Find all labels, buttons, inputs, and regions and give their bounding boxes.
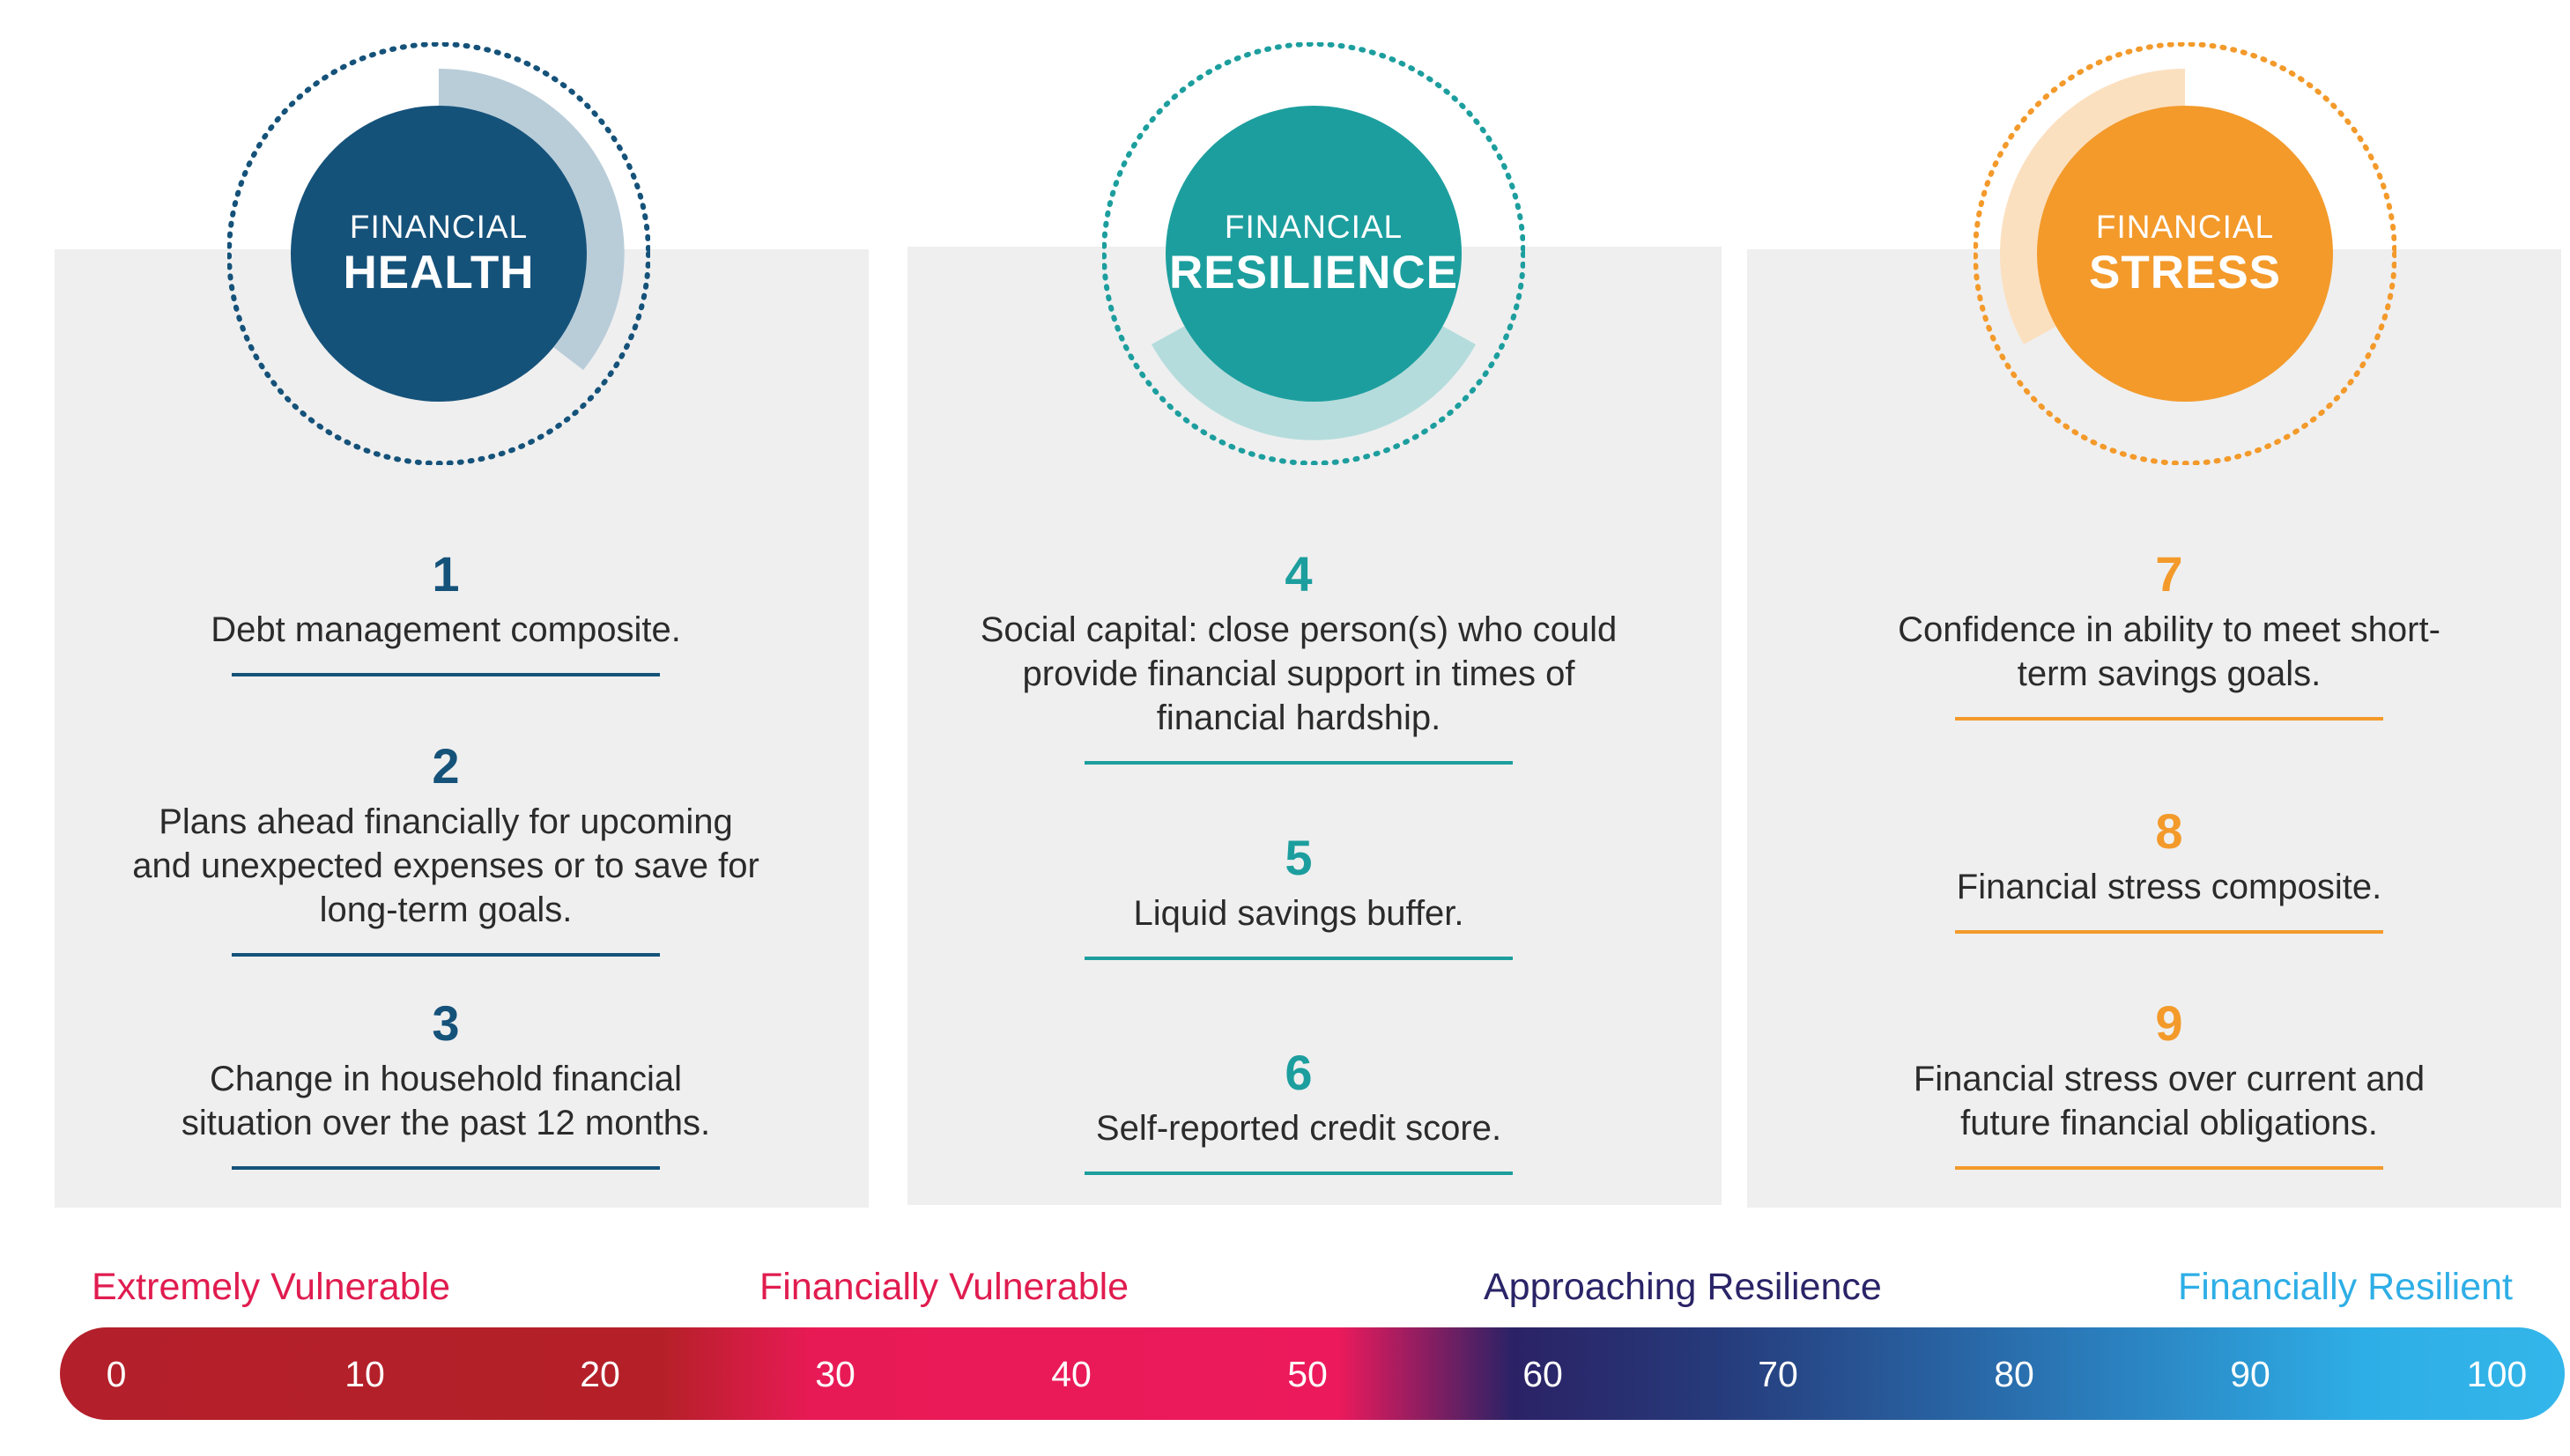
indicator-item: 7 Confidence in ability to meet short-te… <box>1762 546 2570 721</box>
indicator-divider <box>1085 957 1513 960</box>
indicator-item: 8 Financial stress composite. <box>1762 803 2570 934</box>
badge-title-bottom: STRESS <box>2088 247 2282 299</box>
indicator-text: Debt management composite. <box>211 610 681 649</box>
indicator-divider <box>1085 761 1513 765</box>
indicator-text: Financial stress over current and future… <box>1913 1060 2426 1142</box>
indicator-number: 9 <box>2155 995 2183 1051</box>
scale-tick: 30 <box>815 1354 855 1394</box>
badge-title-top: FINANCIAL <box>2095 209 2275 245</box>
badge-title-bottom: HEALTH <box>343 247 535 299</box>
indicator-text: Liquid savings buffer. <box>1133 894 1464 933</box>
badge-title-top: FINANCIAL <box>349 209 529 245</box>
indicator-divider <box>1955 717 2383 721</box>
indicator-number: 8 <box>2155 803 2183 859</box>
indicator-item: 5 Liquid savings buffer. <box>892 830 1706 960</box>
indicator-text: Plans ahead financially for upcoming and… <box>132 802 759 929</box>
scale-tick: 0 <box>106 1354 127 1394</box>
indicator-text: Change in household financial situation … <box>181 1060 711 1142</box>
scale-tick: 80 <box>1994 1354 2034 1394</box>
scale-label-approaching-resilience: Approaching Resilience <box>1484 1266 1882 1308</box>
indicator-number: 6 <box>1285 1045 1313 1100</box>
financial-stress-badge: FINANCIAL STRESS <box>1974 42 2396 465</box>
indicator-text: Confidence in ability to meet short-term… <box>1898 610 2440 693</box>
indicator-item: 6 Self-reported credit score. <box>892 1045 1706 1175</box>
scale-tick: 100 <box>2466 1354 2528 1394</box>
financial-health-badge: FINANCIAL HEALTH <box>227 42 650 465</box>
indicator-item: 4 Social capital: close person(s) who co… <box>892 546 1706 765</box>
indicator-divider <box>1955 1166 2383 1170</box>
scale-tick: 90 <box>2230 1354 2270 1394</box>
indicator-divider <box>232 1166 660 1170</box>
indicator-item: 9 Financial stress over current and futu… <box>1762 995 2570 1170</box>
financial-resilience-badge: FINANCIAL RESILIENCE <box>1102 42 1525 465</box>
scale-tick: 50 <box>1287 1354 1328 1394</box>
indicator-number: 1 <box>432 546 460 602</box>
indicator-divider <box>232 953 660 957</box>
scale-tick: 10 <box>344 1354 385 1394</box>
indicator-text: Social capital: close person(s) who coul… <box>980 610 1618 737</box>
scale-tick: 40 <box>1051 1354 1092 1394</box>
panel-financial-health <box>55 249 869 1208</box>
badge-title-bottom: RESILIENCE <box>1168 247 1459 299</box>
indicator-text: Self-reported credit score. <box>1095 1109 1502 1148</box>
indicator-item: 3 Change in household financial situatio… <box>39 995 853 1170</box>
indicator-item: 2 Plans ahead financially for upcoming a… <box>39 738 853 957</box>
scale-tick: 60 <box>1522 1354 1563 1394</box>
indicator-number: 4 <box>1285 546 1313 602</box>
scale-label-financially-vulnerable: Financially Vulnerable <box>759 1266 1129 1308</box>
scale-label-financially-resilient: Financially Resilient <box>2178 1266 2513 1308</box>
scale-label-extremely-vulnerable: Extremely Vulnerable <box>92 1266 451 1308</box>
scale-tick: 70 <box>1758 1354 1798 1394</box>
indicator-divider <box>1085 1171 1513 1175</box>
indicator-item: 1 Debt management composite. <box>39 546 853 676</box>
badge-title-top: FINANCIAL <box>1224 209 1404 245</box>
indicator-text: Financial stress composite. <box>1956 868 2382 906</box>
score-scale-bar <box>60 1327 2565 1420</box>
indicator-number: 5 <box>1285 830 1313 885</box>
indicator-number: 2 <box>432 738 460 794</box>
panel-financial-stress <box>1747 249 2561 1208</box>
indicator-number: 3 <box>432 995 460 1051</box>
indicator-number: 7 <box>2155 546 2183 602</box>
scale-tick: 20 <box>580 1354 620 1394</box>
indicator-divider <box>232 673 660 676</box>
indicator-divider <box>1955 930 2383 934</box>
